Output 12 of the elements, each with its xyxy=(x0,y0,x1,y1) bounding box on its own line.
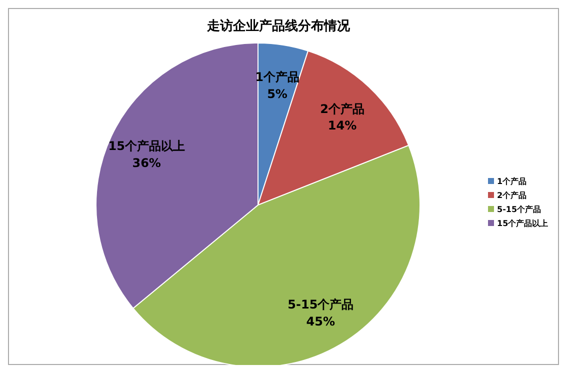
data-label: 36% xyxy=(132,156,161,170)
data-label: 5% xyxy=(267,86,288,101)
legend-label: 2个产品 xyxy=(497,191,527,200)
legend-label: 5-15个产品 xyxy=(497,205,542,214)
slice-label: 15个产品以上 xyxy=(108,139,185,154)
data-label: 45% xyxy=(306,314,336,328)
chart-title: 走访企业产品线分布情况 xyxy=(206,18,351,34)
legend-label: 1个产品 xyxy=(497,177,527,186)
slice-label: 5-15个产品 xyxy=(288,298,354,312)
data-label: 14% xyxy=(328,118,357,133)
legend-label: 15个产品以上 xyxy=(497,219,548,228)
slice-label: 2个产品 xyxy=(320,102,364,116)
